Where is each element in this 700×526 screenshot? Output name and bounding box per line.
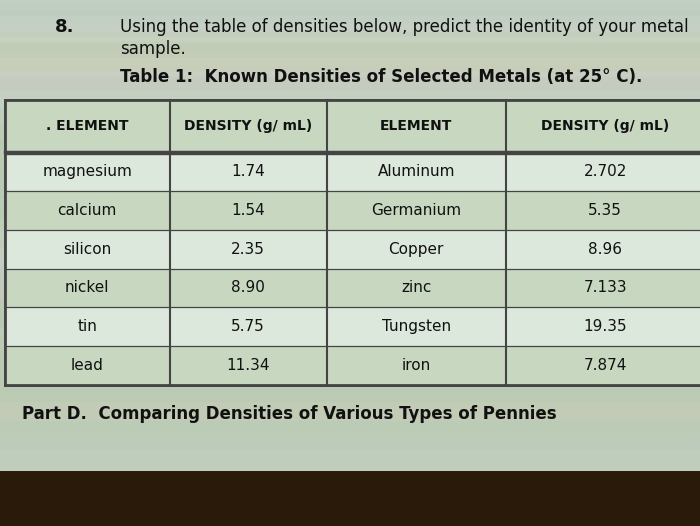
Bar xyxy=(0,263,700,283)
Bar xyxy=(0,299,700,335)
Bar xyxy=(0,0,700,32)
Bar xyxy=(5,191,700,230)
Text: 19.35: 19.35 xyxy=(583,319,627,334)
Text: 11.34: 11.34 xyxy=(227,358,270,373)
Bar xyxy=(0,181,700,224)
Text: 1.74: 1.74 xyxy=(232,164,265,179)
Text: 2.702: 2.702 xyxy=(584,164,627,179)
Text: 8.: 8. xyxy=(55,18,74,36)
Text: magnesium: magnesium xyxy=(42,164,132,179)
Text: sample.: sample. xyxy=(120,40,186,58)
Bar xyxy=(0,77,700,94)
Bar xyxy=(0,246,700,299)
Bar xyxy=(0,439,700,479)
Bar xyxy=(0,433,700,491)
Bar xyxy=(0,486,700,507)
Bar xyxy=(5,100,700,385)
Bar xyxy=(5,307,700,346)
Text: 7.874: 7.874 xyxy=(584,358,627,373)
Bar xyxy=(0,256,700,307)
Bar xyxy=(0,471,700,526)
Bar xyxy=(0,355,700,400)
Bar xyxy=(0,90,700,139)
Bar xyxy=(0,420,700,460)
Bar xyxy=(0,328,700,353)
Text: nickel: nickel xyxy=(65,280,109,296)
Bar xyxy=(0,199,700,234)
Bar xyxy=(0,450,700,486)
Bar xyxy=(0,149,700,195)
Bar xyxy=(0,218,700,239)
Bar xyxy=(0,193,700,209)
Text: DENSITY (g/ mL): DENSITY (g/ mL) xyxy=(541,119,669,133)
Bar xyxy=(0,0,700,41)
Bar xyxy=(5,100,700,152)
Bar xyxy=(0,57,700,107)
Bar xyxy=(0,65,700,88)
Bar xyxy=(0,23,700,75)
Bar xyxy=(0,402,700,421)
Text: Using the table of densities below, predict the identity of your metal: Using the table of densities below, pred… xyxy=(120,18,689,36)
Bar xyxy=(5,230,700,268)
Text: Tungsten: Tungsten xyxy=(382,319,451,334)
Text: 5.75: 5.75 xyxy=(232,319,265,334)
Bar xyxy=(0,281,700,310)
Bar xyxy=(0,232,700,263)
Bar xyxy=(0,120,700,170)
Bar xyxy=(0,52,700,84)
Text: lead: lead xyxy=(71,358,104,373)
Text: 7.133: 7.133 xyxy=(583,280,627,296)
Bar xyxy=(0,16,700,44)
Bar xyxy=(0,431,700,480)
Bar xyxy=(0,237,700,257)
Bar xyxy=(0,232,700,278)
Text: 1.54: 1.54 xyxy=(232,203,265,218)
Bar xyxy=(0,206,700,240)
Text: zinc: zinc xyxy=(401,280,431,296)
Bar xyxy=(0,0,700,10)
Text: DENSITY (g/ mL): DENSITY (g/ mL) xyxy=(184,119,312,133)
Bar xyxy=(0,71,700,123)
Text: . ELEMENT: . ELEMENT xyxy=(46,119,129,133)
Bar xyxy=(0,72,700,115)
Text: 8.96: 8.96 xyxy=(588,241,622,257)
Bar xyxy=(0,0,700,4)
Text: Germanium: Germanium xyxy=(371,203,461,218)
Text: Part D.  Comparing Densities of Various Types of Pennies: Part D. Comparing Densities of Various T… xyxy=(22,405,556,423)
Text: 8.90: 8.90 xyxy=(231,280,265,296)
Text: 2.35: 2.35 xyxy=(231,241,265,257)
Text: calcium: calcium xyxy=(57,203,117,218)
Text: iron: iron xyxy=(402,358,431,373)
Text: ELEMENT: ELEMENT xyxy=(380,119,452,133)
Bar xyxy=(5,268,700,307)
Bar xyxy=(5,152,700,191)
Text: Aluminum: Aluminum xyxy=(377,164,455,179)
Text: Table 1:  Known Densities of Selected Metals (at 25° C).: Table 1: Known Densities of Selected Met… xyxy=(120,68,643,86)
Bar xyxy=(0,391,700,440)
Text: silicon: silicon xyxy=(63,241,111,257)
Bar xyxy=(0,250,700,295)
Bar xyxy=(0,0,700,3)
Bar xyxy=(5,346,700,385)
Bar xyxy=(0,37,700,77)
Text: 5.35: 5.35 xyxy=(588,203,622,218)
Bar xyxy=(0,439,700,478)
Text: tin: tin xyxy=(77,319,97,334)
Text: Copper: Copper xyxy=(389,241,444,257)
